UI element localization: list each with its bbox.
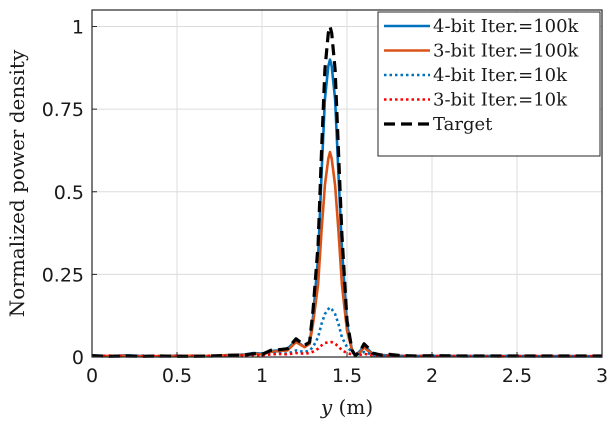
y-axis-label: Normalized power density xyxy=(5,49,29,317)
y-tick-label: 0.75 xyxy=(42,99,84,121)
plot-lines xyxy=(91,24,603,358)
x-tick-label: 3 xyxy=(596,365,608,387)
x-tick-label: 2 xyxy=(426,365,438,387)
x-tick-label: 2.5 xyxy=(502,365,532,387)
legend-label: 3-bit Iter.=100k xyxy=(433,41,580,62)
x-axis-label-unit: (m) xyxy=(332,395,373,419)
legend-label: Target xyxy=(433,114,493,135)
axis-ticks: 0 0.5 1 1.5 2 2.5 3 0 0.25 0.5 0.75 1 xyxy=(42,17,608,387)
x-tick-label: 0 xyxy=(86,365,98,387)
legend-label: 4-bit Iter.=10k xyxy=(433,65,568,86)
legend-label: 4-bit Iter.=100k xyxy=(433,16,580,37)
x-tick-label: 1.5 xyxy=(332,365,362,387)
y-tick-label: 1 xyxy=(72,17,84,39)
legend-label: 3-bit Iter.=10k xyxy=(433,90,568,111)
x-axis-label-variable: y xyxy=(320,395,333,419)
y-tick-label: 0.25 xyxy=(42,264,84,286)
series-line-5 xyxy=(91,24,602,358)
legend: 4-bit Iter.=100k 3-bit Iter.=100k 4-bit It… xyxy=(377,11,601,157)
x-tick-label: 0.5 xyxy=(162,365,192,387)
x-axis-label: y (m) xyxy=(320,395,373,419)
legend-box xyxy=(377,11,601,157)
y-tick-label: 0.5 xyxy=(54,182,84,204)
x-tick-label: 1 xyxy=(256,365,268,387)
y-tick-label: 0 xyxy=(72,347,84,369)
